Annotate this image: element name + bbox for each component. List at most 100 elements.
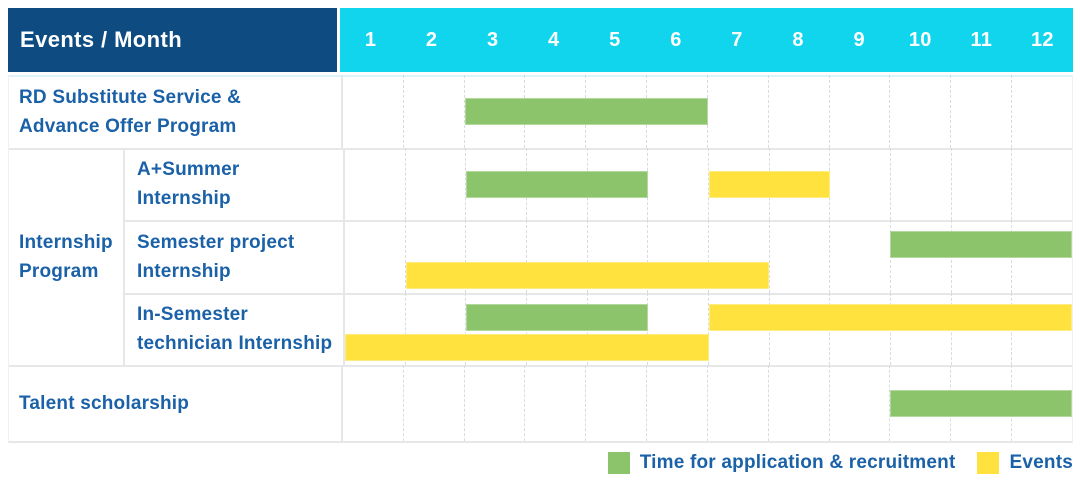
month-gridline-cell <box>402 365 464 441</box>
row-label-line: A+Summer <box>137 159 240 180</box>
timeline-a-summer-internship <box>343 148 1072 220</box>
row-label-line: Internship <box>137 188 231 209</box>
table-row: A+Summer Internship <box>9 148 1072 220</box>
row-label-line: In-Semester <box>137 304 248 325</box>
row-label-a-summer-internship: A+Summer Internship <box>125 148 343 220</box>
gantt-bar-event <box>708 170 830 198</box>
month-gridline-cell <box>950 75 1011 148</box>
month-gridline-cell <box>828 365 890 441</box>
table-header: Events / Month 1 2 3 4 5 6 7 8 9 10 11 12 <box>8 8 1073 72</box>
month-gridline-cell <box>767 365 829 441</box>
group-label-line: Internship <box>19 231 113 253</box>
gantt-bar-event <box>708 304 1072 331</box>
row-label-line: RD Substitute Service & <box>19 86 242 108</box>
row-separator <box>9 365 1072 367</box>
timeline-semester-project <box>343 220 1072 293</box>
month-gridline-cell <box>404 220 466 293</box>
month-gridline-cell <box>708 220 769 293</box>
legend-item-events: Events <box>977 452 1073 474</box>
month-label: 5 <box>609 28 621 51</box>
month-gridline-cell <box>889 75 950 148</box>
green-swatch-icon <box>607 452 630 474</box>
row-label-in-semester-technician: In-Semester technician Internship <box>125 293 343 365</box>
gantt-bar-application <box>466 170 648 198</box>
month-label: 9 <box>853 28 865 51</box>
month-header: 1 2 3 4 5 6 7 8 9 10 11 12 <box>340 8 1073 72</box>
timeline-in-semester-technician <box>343 293 1072 365</box>
table-row: In-Semester technician Internship <box>9 293 1072 365</box>
month-label: 6 <box>670 28 682 51</box>
month-gridline-cell <box>828 75 890 148</box>
month-gridline-cell <box>890 148 951 220</box>
month-gridline-cell <box>343 365 403 441</box>
row-separator <box>9 75 1072 77</box>
month-gridline-cell <box>1011 75 1072 148</box>
row-separator <box>9 148 1072 150</box>
month-label: 1 <box>364 28 377 51</box>
month-gridline-cell <box>586 220 648 293</box>
month-label: 4 <box>548 28 560 51</box>
timeline-rd-substitute <box>341 75 1072 148</box>
month-gridline-cell <box>829 220 890 293</box>
row-separator <box>123 293 1072 295</box>
row-label-line: Semester project <box>137 231 295 253</box>
month-gridline-cell <box>465 148 526 220</box>
month-gridline-cell <box>404 293 466 365</box>
month-gridline-cell <box>463 75 525 148</box>
month-gridline-cell <box>465 220 526 293</box>
month-gridline-cell <box>463 365 525 441</box>
table-row: Semester project Internship <box>9 220 1072 293</box>
month-label: 11 <box>970 28 993 51</box>
group-label-line: Program <box>19 260 99 282</box>
month-gridline-cell <box>646 365 707 441</box>
row-label-line: Internship <box>137 260 231 282</box>
row-label-rd-substitute: RD Substitute Service & Advance Offer Pr… <box>9 75 341 148</box>
yellow-swatch-icon <box>977 452 1000 474</box>
gantt-bar-event <box>405 262 770 289</box>
month-gridline-cell <box>345 148 405 220</box>
gantt-bar-application <box>889 389 1072 417</box>
row-label-line: Talent scholarship <box>19 392 190 414</box>
month-gridline-cell <box>647 148 708 220</box>
month-gridline-cell <box>404 148 466 220</box>
table-row: RD Substitute Service & Advance Offer Pr… <box>9 75 1072 148</box>
month-gridline-cell <box>524 365 585 441</box>
timeline-talent-scholarship <box>341 365 1072 441</box>
legend-item-application: Time for application & recruitment <box>607 452 956 474</box>
legend-label: Events <box>1009 452 1073 473</box>
month-label: 10 <box>908 28 932 51</box>
month-gridline-cell <box>343 75 403 148</box>
month-gridline-cell <box>585 365 646 441</box>
month-gridline-cell <box>1011 148 1072 220</box>
row-separator <box>123 220 1072 222</box>
table-body: RD Substitute Service & Advance Offer Pr… <box>8 75 1073 443</box>
table-row: Talent scholarship <box>9 365 1072 441</box>
header-title: Events / Month <box>20 27 183 52</box>
month-gridline-cell <box>706 75 768 148</box>
month-gridline-cell <box>829 148 890 220</box>
gantt-bar-application <box>464 98 708 125</box>
month-gridline-cell <box>767 75 829 148</box>
gantt-table: Events / Month 1 2 3 4 5 6 7 8 9 10 11 12 RD Substi… <box>8 8 1073 443</box>
month-gridline-cell <box>526 220 587 293</box>
month-gridline-cell <box>345 220 405 293</box>
row-label-line: technician Internship <box>137 333 333 354</box>
gantt-bar-application <box>466 304 648 331</box>
row-label-line: Advance Offer Program <box>19 115 237 137</box>
gantt-bar-event <box>345 334 709 361</box>
legend-label: Time for application & recruitment <box>639 452 956 473</box>
month-gridline-cell <box>402 75 464 148</box>
row-label-semester-project: Semester project Internship <box>125 220 343 293</box>
month-label: 2 <box>425 28 438 51</box>
row-label-talent-scholarship: Talent scholarship <box>9 365 341 441</box>
month-gridline-cell <box>706 365 768 441</box>
group-label-internship-program: Internship Program <box>9 148 125 365</box>
month-label: 8 <box>792 28 804 51</box>
month-label: 12 <box>1030 28 1054 51</box>
month-gridline-cell <box>647 220 708 293</box>
month-gridline-cell <box>465 293 526 365</box>
gantt-bar-application <box>890 231 1072 258</box>
month-gridline-cell <box>950 148 1012 220</box>
month-gridline-cell <box>768 220 830 293</box>
